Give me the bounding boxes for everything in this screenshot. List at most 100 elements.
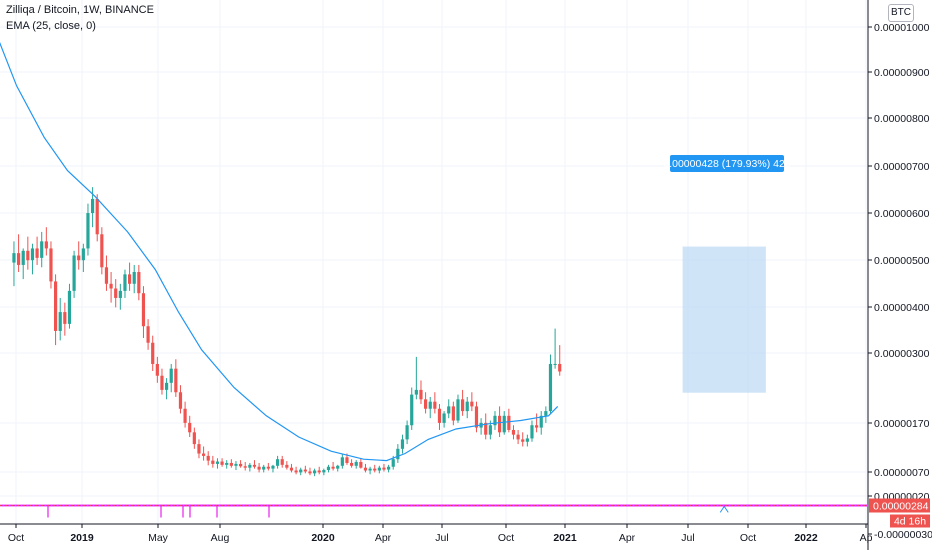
x-tick-label: May xyxy=(148,532,169,544)
candle-body xyxy=(525,438,529,442)
measure-box-lower xyxy=(682,246,766,393)
candle-body xyxy=(90,198,95,214)
candle-body xyxy=(474,406,479,428)
candle-body xyxy=(174,368,178,393)
y-tick-label: 0.00000400 xyxy=(874,302,930,314)
candle-body xyxy=(30,248,35,261)
x-tick-label: Oct xyxy=(8,532,24,544)
candle-body xyxy=(349,462,354,466)
candle-body xyxy=(294,470,298,473)
candle-body xyxy=(21,250,25,265)
candle-body xyxy=(155,363,159,376)
candle-body xyxy=(322,470,326,473)
axes xyxy=(0,0,872,550)
y-tick-label: 0.00001000 xyxy=(874,22,930,34)
candle-body xyxy=(553,363,557,365)
level-lines[interactable] xyxy=(0,504,867,518)
candle-body xyxy=(391,459,395,467)
candle-body xyxy=(521,439,525,442)
candle-body xyxy=(197,444,201,454)
candle-body xyxy=(169,368,173,383)
candle-body xyxy=(183,408,187,423)
candle-body xyxy=(127,274,132,284)
candle-body xyxy=(312,470,317,474)
candle-body xyxy=(414,389,418,395)
ema-polyline xyxy=(0,41,559,462)
candle-body xyxy=(35,248,39,258)
last-price-tag xyxy=(869,498,930,513)
candle-body xyxy=(44,241,48,249)
candle-body xyxy=(433,401,437,409)
candle-body xyxy=(447,406,451,414)
candle-body xyxy=(192,432,196,445)
candle-body xyxy=(114,288,118,298)
candle-body xyxy=(104,267,109,284)
candle-body xyxy=(424,399,428,409)
x-tick-label: Apr xyxy=(619,532,636,544)
candle-body xyxy=(484,422,488,435)
candle-body xyxy=(419,389,423,400)
candle-body xyxy=(262,466,266,470)
x-tick-label: Apr xyxy=(375,532,392,544)
candle-body xyxy=(146,326,150,343)
candle-body xyxy=(109,283,113,289)
candle-body xyxy=(53,281,58,331)
candle-body xyxy=(285,464,289,468)
candle-body xyxy=(26,250,30,261)
candle-body xyxy=(308,471,312,474)
candle-body xyxy=(326,466,331,471)
candle-body xyxy=(137,272,141,294)
candle-body xyxy=(243,466,247,468)
x-tick-label: Aug xyxy=(211,532,230,544)
y-tick-label: 0.00000900 xyxy=(874,67,930,79)
candle-body xyxy=(303,469,307,472)
candle-body xyxy=(252,464,257,467)
y-tick-label: 0.00000800 xyxy=(874,113,930,125)
candle-body xyxy=(363,467,368,471)
candle-body xyxy=(396,448,400,460)
measure-arrow-head xyxy=(719,505,729,513)
currency-badge[interactable]: BTC xyxy=(888,4,914,22)
x-tick-label: 2021 xyxy=(553,532,577,544)
indicator-legend[interactable]: EMA (25, close, 0) xyxy=(6,20,96,32)
candle-body xyxy=(493,415,497,426)
candle-body xyxy=(299,469,303,473)
grid-lines xyxy=(0,0,867,524)
measure-label: 0.00000428 (179.93%) 428 xyxy=(663,158,790,170)
countdown-tag xyxy=(890,514,930,528)
candle-body xyxy=(498,415,502,433)
candle-body xyxy=(539,415,543,428)
candle-body xyxy=(405,425,409,440)
y-tick-label: 0.00000300 xyxy=(874,348,930,360)
candle-body xyxy=(201,453,206,456)
candle-body xyxy=(456,399,460,421)
candle-body xyxy=(40,241,44,258)
y-tick-label: 0.00000170 xyxy=(874,418,930,430)
candle-body xyxy=(118,290,122,298)
candle-body xyxy=(164,382,169,390)
countdown-label: 4d 16h xyxy=(894,516,926,528)
candle-body xyxy=(428,401,432,409)
candle-body xyxy=(86,213,90,249)
candle-body xyxy=(257,466,261,470)
candle-body xyxy=(507,415,511,430)
candle-body xyxy=(359,462,363,468)
candle-body xyxy=(95,198,99,235)
candle-body xyxy=(211,460,215,464)
y-tick-label: 0.00000500 xyxy=(874,255,930,267)
candle-body xyxy=(437,408,442,423)
measure-label-bg xyxy=(670,155,784,172)
y-axis-labels[interactable]: 0.00001000 0.00000900 0.00000800 0.00000700… xyxy=(874,22,932,541)
candle-series xyxy=(12,187,562,477)
measure-tool[interactable]: 0.00000428 (179.93%) 428 xyxy=(663,155,791,513)
candle-body xyxy=(275,459,280,466)
x-tick-label: Jul xyxy=(681,532,694,544)
candle-body xyxy=(336,465,340,469)
x-axis-labels[interactable]: Oct 2019 May Aug 2020 Apr Jul Oct 2021 Apr Jul Oct 2… xyxy=(8,532,873,544)
candle-body xyxy=(461,399,465,412)
candle-body xyxy=(220,461,224,465)
candle-body xyxy=(215,461,220,464)
y-tick-label: 0.00000700 xyxy=(874,161,930,173)
candle-body xyxy=(387,466,391,470)
